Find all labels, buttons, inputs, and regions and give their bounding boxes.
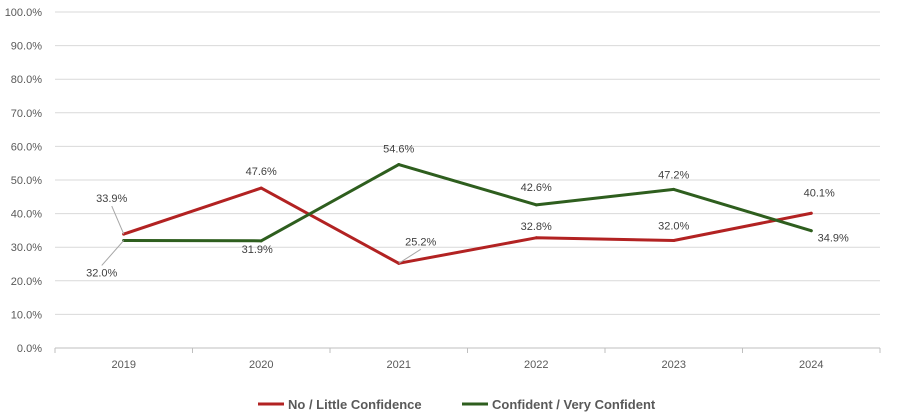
y-tick-label: 80.0% [11,74,42,86]
y-tick-label: 50.0% [11,175,42,187]
data-label: 32.0% [658,220,689,232]
data-label: 40.1% [804,187,835,199]
data-point [534,236,538,240]
y-tick-label: 100.0% [5,7,43,19]
series-line-1 [122,163,813,243]
y-tick-label: 0.0% [17,343,42,355]
y-tick-label: 90.0% [11,41,42,53]
y-tick-label: 70.0% [11,108,42,120]
legend-label: No / Little Confidence [288,397,422,412]
data-label: 47.6% [246,166,277,178]
data-point [534,203,538,207]
axes: 0.0% 10.0% 20.0% 30.0% 40.0% 50.0% 60.0% 70.0% 8… [5,7,881,371]
x-tick-label: 2024 [799,359,823,371]
x-tick-label: 2022 [524,359,548,371]
x-tick-label: 2019 [112,359,136,371]
data-label: 25.2% [405,236,436,248]
gridlines [55,11,880,315]
data-labels: 33.9% 47.6% 25.2% 32.8% 32.0% 40.1% 32.0% 31.9%… [86,144,849,280]
data-label: 54.6% [383,144,414,156]
y-tick-label: 10.0% [11,309,42,321]
x-tick-label: 2023 [662,359,686,371]
y-tick-label: 30.0% [11,242,42,254]
data-label: 32.0% [86,267,117,279]
series-line-0 [122,186,813,265]
data-point [809,211,813,215]
data-label: 47.2% [658,169,689,181]
legend: No / Little Confidence Confident / Very C… [258,397,656,412]
legend-label: Confident / Very Confident [492,397,656,412]
data-point [672,238,676,242]
leader-line [101,240,125,266]
y-tick-label: 20.0% [11,276,42,288]
data-label: 34.9% [818,233,849,245]
data-point [397,163,401,167]
x-tick-label: 2020 [249,359,273,371]
series-lines [122,163,813,265]
data-label: 33.9% [96,193,127,205]
data-point [809,229,813,233]
y-tick-label: 60.0% [11,141,42,153]
data-point [672,187,676,191]
y-tick-label: 40.0% [11,209,42,221]
data-label: 42.6% [521,182,552,194]
data-label: 32.8% [521,221,552,233]
data-point [259,239,263,243]
x-tick-label: 2021 [387,359,411,371]
leader-line [111,205,125,235]
data-label: 31.9% [242,244,273,256]
leader-line [398,248,422,264]
data-point [259,186,263,190]
